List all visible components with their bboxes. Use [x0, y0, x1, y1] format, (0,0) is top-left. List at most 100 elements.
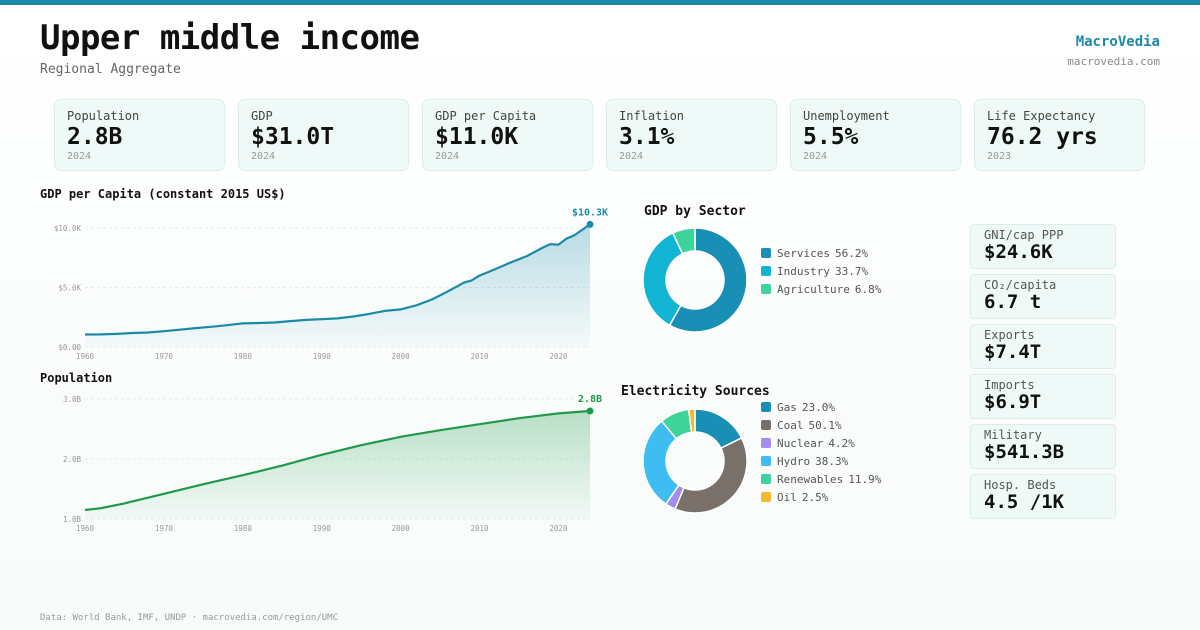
legend-item: Agriculture 6.8%: [761, 280, 881, 298]
y-tick-label: $0.00: [58, 343, 81, 352]
brand-logo[interactable]: MacroVedia: [1075, 34, 1160, 50]
x-tick-label: 1980: [234, 524, 253, 533]
legend-swatch: [761, 474, 771, 484]
kpi-value: $11.0K: [435, 124, 519, 150]
legend-value: 33.7%: [834, 264, 869, 278]
kpi-year: 2024: [251, 151, 276, 162]
gdp-per-capita-chart: $0.00 $5.0K $10.0K 1960 1970 1980 1990 2000 2010…: [54, 207, 608, 361]
legend-label: Hydro: [777, 454, 811, 468]
donut-slice-agriculture: [671, 227, 696, 255]
page-title: Upper middle income: [40, 18, 420, 58]
kpi-card-population: Population 2.8B 2024: [54, 99, 225, 171]
kpi-year: 2024: [67, 151, 92, 162]
kpi-label: Inflation: [619, 109, 685, 123]
kpi-value: 76.2 yrs: [987, 124, 1098, 150]
stat-label: Imports: [984, 378, 1035, 392]
kpi-card-life-expectancy: Life Expectancy 76.2 yrs 2023: [974, 99, 1145, 171]
x-tick-label: 2010: [471, 352, 490, 361]
legend-item: Coal 50.1%: [761, 416, 881, 434]
stat-label: Hosp. Beds: [984, 478, 1057, 492]
stat-card-co2: CO₂/capita 6.7 t: [970, 274, 1116, 319]
y-tick-label: $5.0K: [58, 284, 81, 293]
kpi-value: 5.5%: [803, 124, 859, 150]
page-subtitle: Regional Aggregate: [40, 62, 181, 77]
legend-value: 38.3%: [815, 454, 849, 468]
legend-item: Gas 23.0%: [761, 398, 881, 416]
stat-value: $6.9T: [984, 391, 1042, 413]
stat-label: Exports: [984, 328, 1035, 342]
x-tick-label: 2000: [392, 352, 411, 361]
stat-label: Military: [984, 428, 1042, 442]
legend-label: Industry: [777, 264, 830, 278]
gdp-chart-title: GDP per Capita (constant 2015 US$): [40, 187, 286, 201]
x-tick-label: 1970: [155, 352, 174, 361]
legend-swatch: [761, 284, 771, 294]
stat-label: CO₂/capita: [984, 278, 1057, 292]
y-tick-label: 3.0B: [63, 395, 82, 404]
end-point: [586, 220, 594, 228]
donut-slice-coal: [674, 436, 748, 514]
x-tick-label: 2010: [471, 524, 490, 533]
kpi-value: 3.1%: [619, 124, 675, 150]
legend-label: Oil: [777, 490, 797, 504]
brand-url[interactable]: macrovedia.com: [1067, 55, 1160, 68]
kpi-card-inflation: Inflation 3.1% 2024: [606, 99, 777, 171]
legend-item: Nuclear 4.2%: [761, 434, 881, 452]
kpi-year: 2024: [435, 151, 460, 162]
legend-item: Renewables 11.9%: [761, 470, 881, 488]
series-line: [84, 409, 591, 512]
legend-swatch: [761, 420, 771, 430]
y-tick-label: $10.0K: [54, 224, 82, 233]
kpi-year: 2023: [987, 151, 1012, 162]
donut-slice-oil: [687, 408, 696, 434]
end-value-label: 2.8B: [578, 394, 602, 405]
legend-label: Services: [777, 246, 830, 260]
legend-label: Nuclear: [777, 436, 824, 450]
legend-swatch: [761, 248, 771, 258]
legend-label: Agriculture: [777, 282, 850, 296]
stat-card-hospital-beds: Hosp. Beds 4.5 /1K: [970, 474, 1116, 519]
legend-value: 23.0%: [801, 400, 835, 414]
stat-value: 6.7 t: [984, 291, 1042, 313]
kpi-label: GDP per Capita: [435, 109, 537, 123]
y-tick-label: 2.0B: [63, 455, 82, 464]
kpi-label: Unemployment: [803, 109, 890, 123]
x-tick-label: 1960: [76, 524, 95, 533]
x-tick-label: 2000: [392, 524, 411, 533]
x-tick-label: 1990: [313, 524, 332, 533]
electricity-donut: [642, 408, 748, 514]
kpi-label: Life Expectancy: [987, 109, 1096, 123]
stat-card-imports: Imports $6.9T: [970, 374, 1116, 419]
legend-swatch: [761, 438, 771, 448]
kpi-value: 2.8B: [67, 124, 123, 150]
legend-swatch: [761, 456, 771, 466]
electricity-legend: Gas 23.0% Coal 50.1% Nuclear 4.2% Hydro 38.3% Re…: [761, 398, 881, 506]
series-line: [84, 223, 591, 336]
kpi-card-gdp: GDP $31.0T 2024: [238, 99, 409, 171]
legend-value: 2.5%: [801, 490, 829, 504]
kpi-card-unemployment: Unemployment 5.5% 2024: [790, 99, 961, 171]
area-fill: [85, 411, 590, 519]
donut-slice-services: [668, 227, 748, 333]
legend-value: 4.2%: [828, 436, 855, 450]
footer-source: Data: World Bank, IMF, UNDP · macrovedia…: [40, 613, 339, 623]
end-point: [586, 407, 594, 415]
legend-item: Industry 33.7%: [761, 262, 881, 280]
kpi-label: GDP: [251, 109, 273, 123]
legend-label: Coal: [777, 418, 804, 432]
sector-chart-title: GDP by Sector: [644, 204, 746, 219]
stat-card-military: Military $541.3B: [970, 424, 1116, 469]
y-tick-label: 1.0B: [63, 515, 82, 524]
donut-slice-hydro: [642, 420, 680, 506]
donut-slice-industry: [642, 231, 684, 327]
legend-item: Services 56.2%: [761, 244, 881, 262]
x-tick-label: 2020: [549, 352, 568, 361]
stat-value: 4.5 /1K: [984, 491, 1065, 513]
legend-item: Hydro 38.3%: [761, 452, 881, 470]
gdp-sector-donut: [642, 227, 748, 333]
x-tick-label: 1980: [234, 352, 253, 361]
stat-card-gni: GNI/cap PPP $24.6K: [970, 224, 1116, 269]
population-chart-title: Population: [40, 371, 113, 385]
x-tick-label: 1990: [313, 352, 332, 361]
kpi-label: Population: [67, 109, 140, 123]
